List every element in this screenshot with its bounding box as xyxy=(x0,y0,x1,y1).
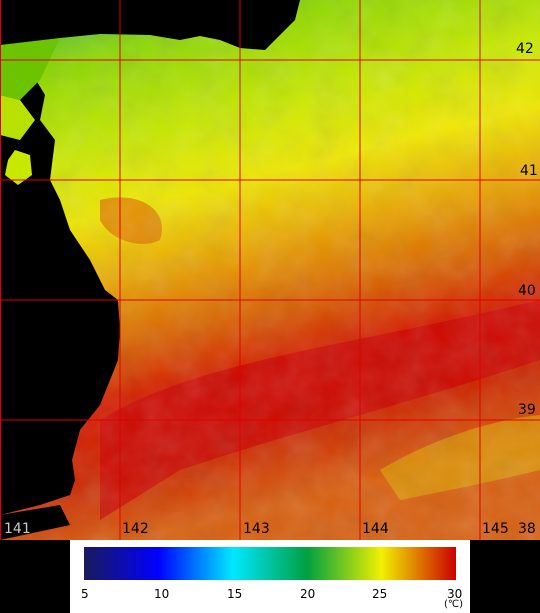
lat-label-42: 42 xyxy=(516,41,534,57)
legend-tick-25: 25 xyxy=(372,587,388,601)
strait-water xyxy=(0,38,60,100)
legend-tick-15: 15 xyxy=(227,587,243,601)
lon-label-142: 142 xyxy=(122,521,149,537)
hokkaido-coast xyxy=(0,0,300,50)
legend-tick-5: 5 xyxy=(81,587,89,601)
sst-map-image xyxy=(0,0,540,540)
legend-unit: (℃) xyxy=(444,599,464,610)
lon-label-145: 145 xyxy=(482,521,509,537)
colorbar xyxy=(84,547,456,580)
lon-label-143: 143 xyxy=(243,521,270,537)
lat-label-40: 40 xyxy=(518,283,536,299)
graticule xyxy=(0,0,540,540)
color-legend: 5 10 15 20 25 30 (℃) xyxy=(70,540,470,613)
southern-land xyxy=(0,505,70,540)
lon-label-141: 141 xyxy=(4,521,31,537)
bay-water xyxy=(5,150,32,185)
legend-tick-30: 30 xyxy=(447,587,463,601)
legend-tick-10: 10 xyxy=(154,587,170,601)
legend-tick-20: 20 xyxy=(300,587,316,601)
lat-label-41: 41 xyxy=(520,163,538,179)
bay-water-north xyxy=(0,95,35,140)
lat-label-39: 39 xyxy=(518,402,536,418)
sst-map: 42 41 40 39 38 141 142 143 144 145 xyxy=(0,0,540,540)
lon-label-144: 144 xyxy=(362,521,389,537)
lat-label-38: 38 xyxy=(518,521,536,537)
land xyxy=(0,0,300,540)
